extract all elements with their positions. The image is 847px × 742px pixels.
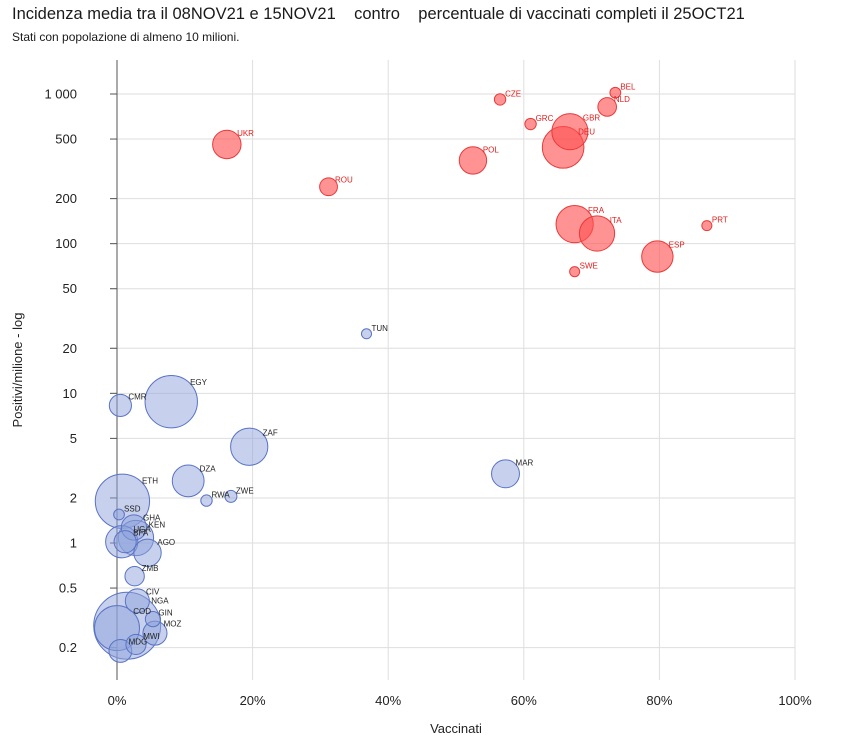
point-label-zmb: ZMB xyxy=(142,564,159,573)
y-axis-label: Positivi/milione - log xyxy=(10,313,25,428)
bubble-cmr xyxy=(108,393,132,418)
y-tick-label: 20 xyxy=(63,341,77,356)
point-label-mdg: MDG xyxy=(129,638,148,647)
point-label-cze: CZE xyxy=(505,89,521,98)
bubble-ita xyxy=(578,215,616,252)
point-label-deu: DEU xyxy=(578,127,595,136)
chart-title: Incidenza media tra il 08NOV21 e 15NOV21… xyxy=(12,5,745,23)
point-label-ssd: SSD xyxy=(124,505,141,514)
bubble-zmb xyxy=(124,566,145,587)
point-label-rou: ROU xyxy=(335,175,353,184)
chart-subtitle: Stati con popolazione di almeno 10 milio… xyxy=(12,30,240,44)
point-label-rwa: RWA xyxy=(211,491,230,500)
y-tick-label: 1 xyxy=(70,536,77,551)
x-tick-label: 60% xyxy=(511,693,537,708)
point-label-cmr: CMR xyxy=(128,392,146,401)
bubble-rwa xyxy=(200,494,213,507)
point-label-swe: SWE xyxy=(580,262,598,271)
x-tick-label: 40% xyxy=(375,693,401,708)
point-label-ago: AGO xyxy=(157,538,175,547)
y-tick-label: 0.5 xyxy=(59,581,77,596)
bubble-ukr xyxy=(212,129,242,160)
point-label-grc: GRC xyxy=(536,114,554,123)
point-label-moz: MOZ xyxy=(164,619,182,628)
y-tick-label: 5 xyxy=(70,431,77,446)
axes: 0% 20% 40% 60% 80% 100% 0.2 0.5 1 2 5 10 20 50 100 200 5… xyxy=(44,60,812,708)
point-label-uga: UGA xyxy=(133,525,151,534)
point-label-dza: DZA xyxy=(200,464,217,473)
point-label-eth: ETH xyxy=(142,477,158,486)
bubble-gin xyxy=(144,611,162,628)
y-tick-label: 2 xyxy=(70,490,77,505)
x-tick-label: 80% xyxy=(646,693,672,708)
point-label-gbr: GBR xyxy=(583,114,601,123)
bubble-zwe xyxy=(224,489,238,503)
bubble-tun xyxy=(360,328,373,340)
bubbles xyxy=(93,86,713,663)
y-tick-label: 10 xyxy=(63,386,77,401)
point-label-ita: ITA xyxy=(610,216,623,225)
bubble-esp xyxy=(641,240,674,273)
point-label-bel: BEL xyxy=(620,83,636,92)
y-tick-label: 500 xyxy=(55,132,77,147)
point-label-ken: KEN xyxy=(149,520,166,529)
point-label-gin: GIN xyxy=(158,609,172,618)
point-label-cod: COD xyxy=(133,607,151,616)
bubble-rou xyxy=(319,177,338,197)
bubble-swe xyxy=(569,266,581,278)
bubble-ssd xyxy=(113,508,125,521)
bubble-gbr xyxy=(551,113,589,151)
point-label-civ: CIV xyxy=(146,587,160,596)
bubble-nld xyxy=(597,97,618,117)
y-tick-label: 0.2 xyxy=(59,640,77,655)
point-label-zaf: ZAF xyxy=(263,428,278,437)
bubble-cze xyxy=(493,93,507,106)
bubble-prt xyxy=(701,220,713,232)
bubble-pol xyxy=(458,146,488,175)
bubble-mar xyxy=(491,459,520,489)
y-tick-label: 1 000 xyxy=(44,87,77,102)
x-tick-label: 100% xyxy=(778,693,812,708)
point-label-prt: PRT xyxy=(712,216,728,225)
point-label-nga: NGA xyxy=(151,597,169,606)
point-label-esp: ESP xyxy=(669,240,685,249)
point-label-nld: NLD xyxy=(614,95,630,104)
point-label-mwi: MWI xyxy=(143,632,159,641)
point-label-tun: TUN xyxy=(372,324,389,333)
point-label-egy: EGY xyxy=(190,378,208,387)
point-label-fra: FRA xyxy=(588,206,605,215)
bubble-bfa xyxy=(113,530,137,554)
bubble-egy xyxy=(144,374,198,429)
grid xyxy=(110,60,796,680)
point-label-bfa: BFA xyxy=(133,529,149,538)
point-label-zwe: ZWE xyxy=(236,486,254,495)
bubble-mwi xyxy=(125,633,147,655)
x-tick-label: 0% xyxy=(108,693,127,708)
bubble-civ xyxy=(124,588,150,614)
y-tick-label: 50 xyxy=(63,281,77,296)
bubble-dza xyxy=(171,464,205,498)
point-label-pol: POL xyxy=(483,146,500,155)
point-labels: BEL NLD CZE GRC GBR DEU UKR POL ROU FRA ITA PRT ESP S… xyxy=(124,83,728,647)
bubble-bel xyxy=(609,86,622,99)
x-axis-label: Vaccinati xyxy=(430,721,482,736)
point-label-ukr: UKR xyxy=(237,129,254,138)
point-label-gha: GHA xyxy=(143,513,161,522)
x-tick-label: 20% xyxy=(240,693,266,708)
y-tick-label: 100 xyxy=(55,236,77,251)
point-label-mar: MAR xyxy=(516,459,534,468)
bubble-ago xyxy=(133,538,162,568)
bubble-grc xyxy=(524,117,537,131)
y-tick-label: 200 xyxy=(55,191,77,206)
bubble-zaf xyxy=(230,427,269,466)
